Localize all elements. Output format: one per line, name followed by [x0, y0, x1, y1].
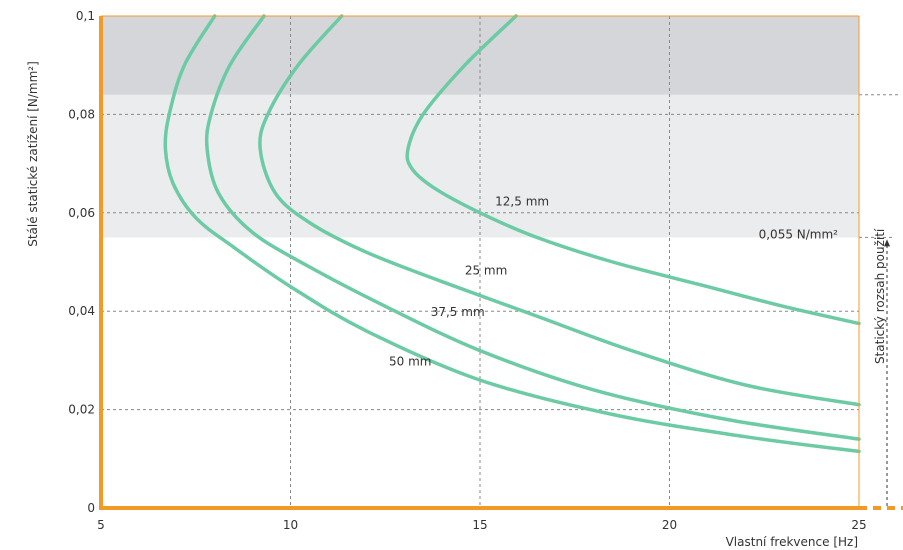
x-tick-20: 20 — [662, 518, 677, 532]
curve-0 — [405, 14, 861, 326]
curves — [163, 14, 861, 454]
x-tick-15: 15 — [472, 518, 487, 532]
y-tick-0: 0 — [87, 501, 95, 515]
range-label: Statický rozsah použití — [873, 228, 887, 364]
curve-label-0: 12,5 mm — [495, 194, 549, 208]
threshold-label: 0,055 N/mm² — [759, 227, 839, 241]
x-tick-10: 10 — [283, 518, 298, 532]
grid-lines — [101, 16, 900, 508]
axes — [99, 15, 903, 510]
y-tick-0,02: 0,02 — [68, 403, 95, 417]
x-tick-25: 25 — [851, 518, 866, 532]
annotations: 0,055 N/mm² Statický rozsah použití — [759, 227, 890, 506]
y-tick-0,04: 0,04 — [68, 304, 95, 318]
y-tick-0,06: 0,06 — [68, 206, 95, 220]
y-tick-0,08: 0,08 — [68, 107, 95, 121]
curve-1 — [258, 14, 861, 407]
x-axis-label: Vlastní frekvence [Hz] — [726, 535, 858, 549]
curve-labels: 12,5 mm 25 mm 37,5 mm 50 mm — [389, 194, 549, 368]
curve-label-3: 50 mm — [389, 354, 431, 368]
tick-labels: 5 10 15 20 25 0 0,02 0,04 0,06 0,08 0,1 — [68, 9, 866, 532]
curve-label-2: 37,5 mm — [431, 305, 485, 319]
y-axis-label: Stálé statické zatížení [N/mm²] — [26, 61, 40, 247]
curve-2 — [204, 14, 861, 441]
y-tick-0,1: 0,1 — [76, 9, 95, 23]
curve-label-1: 25 mm — [465, 263, 507, 277]
curve-3 — [163, 14, 861, 454]
x-tick-5: 5 — [97, 518, 105, 532]
range-arrow-head — [884, 239, 890, 247]
